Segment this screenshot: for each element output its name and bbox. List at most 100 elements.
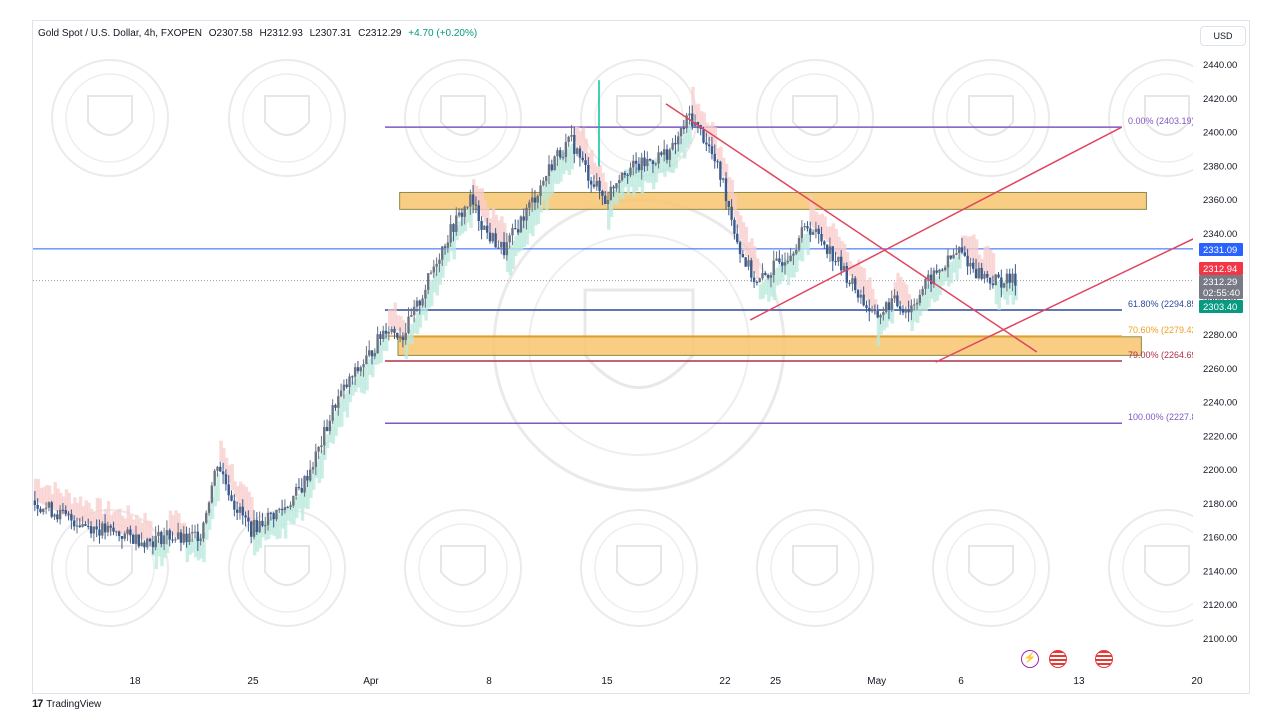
trend-band-segment — [896, 272, 900, 303]
trend-band-segment — [559, 155, 563, 182]
trend-band-segment — [671, 150, 676, 173]
trend-band-segment — [657, 157, 661, 173]
watermark-seal-ring — [1108, 59, 1193, 177]
candle-body — [769, 275, 773, 278]
watermark-shield-icon — [792, 95, 838, 136]
candle-body — [205, 512, 208, 523]
trend-band-segment — [98, 498, 102, 529]
trend-band-segment — [205, 520, 209, 540]
candle-body — [317, 446, 320, 452]
candle-body — [474, 204, 478, 206]
trend-band-segment — [899, 276, 903, 305]
candle-body — [485, 225, 489, 233]
candle-body — [879, 314, 882, 318]
candle-body — [865, 305, 868, 308]
candle-body — [339, 390, 343, 397]
candle-body — [235, 509, 239, 513]
candle-body — [542, 180, 545, 186]
trend-band-segment — [792, 250, 796, 278]
trend-band-segment — [382, 336, 386, 351]
trend-band-segment — [348, 385, 352, 403]
trend-band-segment — [826, 226, 830, 243]
candle-body — [921, 288, 924, 295]
trend-band-segment — [208, 509, 212, 530]
watermark-seal-ring — [404, 59, 522, 177]
candle-body — [786, 261, 790, 263]
candle-body — [508, 235, 511, 243]
trend-band-segment — [772, 270, 777, 301]
candle-body — [660, 152, 663, 155]
trend-band-segment — [705, 122, 709, 137]
close-value: C2312.29 — [358, 28, 402, 39]
watermark-seal-inner — [594, 523, 684, 613]
candle-body — [123, 533, 126, 539]
candle-body — [61, 509, 65, 511]
trend-band-segment — [224, 457, 229, 476]
candle-body — [834, 261, 837, 263]
candle-body — [179, 532, 183, 543]
flash-event-icon[interactable]: ⚡ — [1021, 650, 1039, 668]
trend-band-segment — [651, 160, 656, 190]
candle-body — [696, 122, 700, 126]
candle-body — [258, 520, 261, 533]
candle-body — [98, 529, 101, 536]
candle-body — [634, 160, 638, 164]
candle-body — [126, 529, 129, 534]
candle-body — [994, 274, 997, 286]
candle-body — [331, 405, 334, 421]
candle-body — [640, 157, 643, 171]
candle-body — [626, 174, 629, 176]
trend-band-segment — [545, 180, 549, 211]
candle-body — [856, 290, 860, 298]
candle-body — [78, 525, 82, 527]
trend-band-segment — [42, 487, 46, 505]
trend-band-segment — [438, 259, 442, 285]
trend-band-segment — [904, 284, 909, 307]
trend-band-segment — [713, 127, 718, 156]
trend-band-segment — [941, 270, 945, 286]
trend-band-segment — [901, 281, 906, 306]
trend-band-segment — [522, 220, 527, 248]
candle-body — [780, 262, 784, 266]
candle-body — [929, 274, 933, 285]
candle-body — [455, 215, 458, 232]
trend-band-segment — [733, 195, 737, 217]
candle-body — [952, 254, 955, 259]
trend-band-segment — [972, 234, 976, 265]
candle-body — [429, 272, 433, 274]
x-tick-label: May — [867, 676, 886, 687]
trend-band-segment — [514, 235, 518, 257]
candle-body — [665, 149, 669, 160]
currency-button[interactable]: USD — [1200, 26, 1246, 46]
trend-band-segment — [191, 538, 195, 553]
trend-band-segment — [736, 210, 740, 229]
price-badge-label: 2312.29 — [1203, 277, 1237, 288]
trend-band-segment — [935, 276, 940, 301]
candle-body — [165, 530, 169, 536]
trend-band-segment — [413, 318, 417, 334]
candle-body — [255, 520, 259, 533]
trend-band-segment — [795, 246, 799, 272]
trend-band-segment — [174, 510, 178, 537]
trend-band-segment — [621, 174, 625, 200]
candle-body — [67, 513, 70, 515]
candle-body — [561, 156, 565, 158]
candle-body — [963, 252, 967, 256]
candle-body — [980, 267, 983, 279]
candle-body — [140, 542, 143, 547]
us-flag-event-icon[interactable] — [1049, 650, 1067, 668]
y-tick-label: 2100.00 — [1203, 634, 1237, 645]
watermark-shield-icon — [87, 95, 133, 136]
candle-body — [890, 298, 893, 310]
x-tick-label: 15 — [601, 676, 613, 687]
trend-band-segment — [356, 373, 361, 388]
us-flag-event-icon-2[interactable] — [1095, 650, 1113, 668]
candle-body — [859, 294, 863, 298]
candle-body — [129, 529, 132, 535]
trend-band-segment — [227, 465, 232, 483]
trend-band-segment — [871, 288, 875, 310]
candle-body — [221, 471, 225, 475]
trend-band-segment — [241, 484, 246, 513]
trend-band-segment — [562, 152, 566, 175]
